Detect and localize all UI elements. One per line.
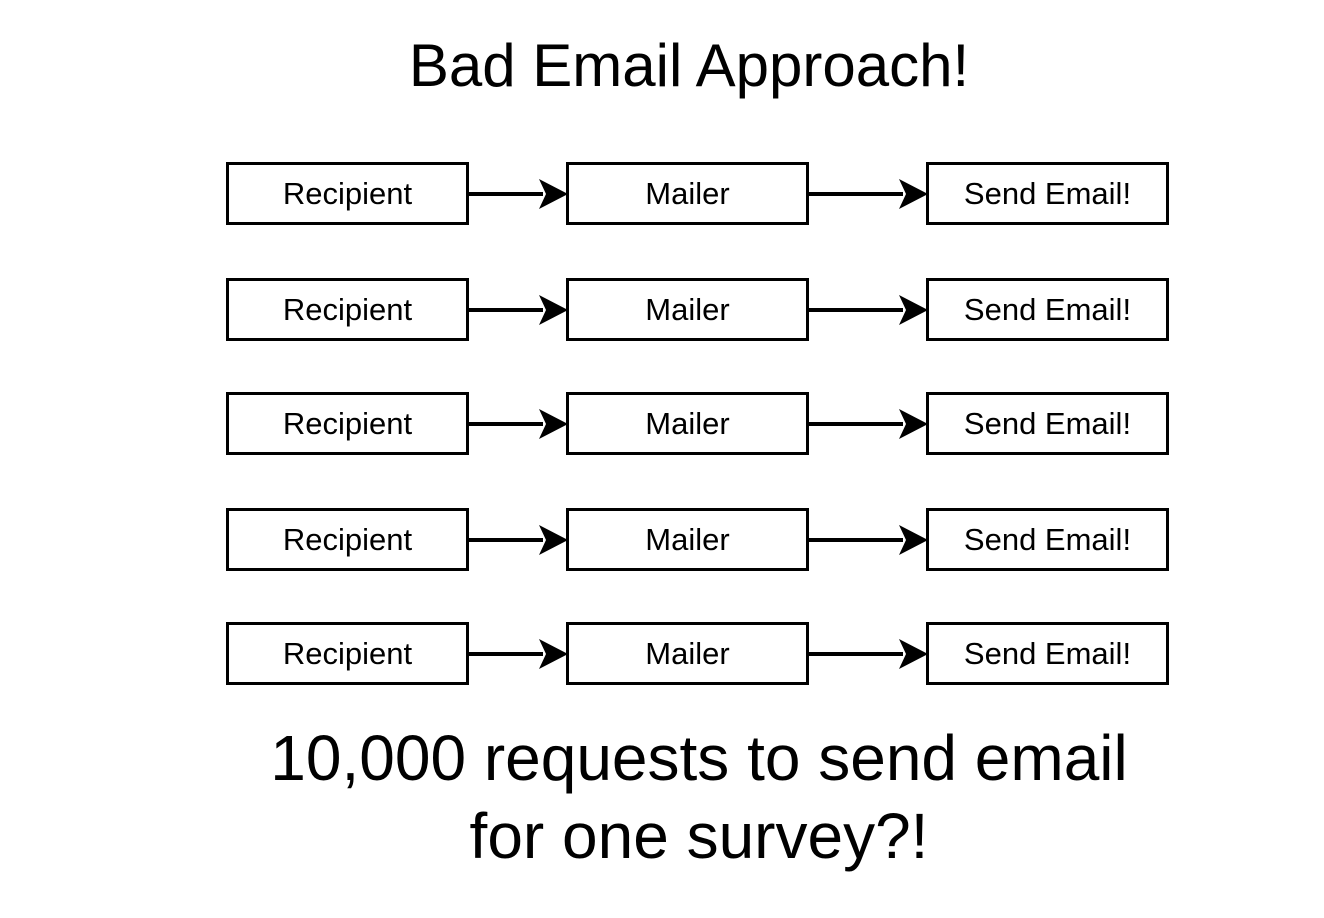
recipient-label: Recipient [282, 405, 413, 441]
recipient-label: Recipient [282, 291, 413, 327]
recipient-label: Recipient [282, 175, 413, 211]
recipient-box: Recipient [226, 392, 469, 455]
recipient-box: Recipient [226, 162, 469, 225]
arrow-recipient-to-mailer [467, 179, 568, 209]
send-email-box: Send Email! [926, 392, 1169, 455]
arrow-mailer-to-send-email [807, 409, 928, 439]
mailer-box: Mailer [566, 622, 809, 685]
mailer-box: Mailer [566, 278, 809, 341]
send-email-label: Send Email! [963, 635, 1132, 671]
mailer-box: Mailer [566, 508, 809, 571]
mailer-box: Mailer [566, 392, 809, 455]
arrow-mailer-to-send-email [807, 525, 928, 555]
footer-text-line-2: for one survey?! [469, 800, 929, 872]
flow-row: Recipient Mailer Send Email! [0, 278, 1324, 342]
arrow-recipient-to-mailer [467, 525, 568, 555]
arrow-mailer-to-send-email [807, 179, 928, 209]
arrow-mailer-to-send-email [807, 639, 928, 669]
send-email-label: Send Email! [963, 175, 1132, 211]
send-email-label: Send Email! [963, 291, 1132, 327]
send-email-label: Send Email! [963, 521, 1132, 557]
mailer-label: Mailer [645, 175, 730, 211]
arrow-recipient-to-mailer [467, 295, 568, 325]
recipient-box: Recipient [226, 622, 469, 685]
arrow-mailer-to-send-email [807, 295, 928, 325]
recipient-label: Recipient [282, 521, 413, 557]
mailer-label: Mailer [645, 291, 730, 327]
send-email-box: Send Email! [926, 508, 1169, 571]
send-email-box: Send Email! [926, 622, 1169, 685]
mailer-label: Mailer [645, 635, 730, 671]
recipient-box: Recipient [226, 508, 469, 571]
mailer-label: Mailer [645, 405, 730, 441]
recipient-label: Recipient [282, 635, 413, 671]
send-email-box: Send Email! [926, 278, 1169, 341]
mailer-label: Mailer [645, 521, 730, 557]
flow-row: Recipient Mailer Send Email! [0, 392, 1324, 456]
arrow-recipient-to-mailer [467, 639, 568, 669]
flow-row: Recipient Mailer Send Email! [0, 162, 1324, 226]
arrow-recipient-to-mailer [467, 409, 568, 439]
send-email-label: Send Email! [963, 405, 1132, 441]
diagram-title: Bad Email Approach! [408, 32, 970, 99]
mailer-box: Mailer [566, 162, 809, 225]
recipient-box: Recipient [226, 278, 469, 341]
footer-text-line-1: 10,000 requests to send email [270, 722, 1128, 794]
flow-row: Recipient Mailer Send Email! [0, 622, 1324, 686]
flow-row: Recipient Mailer Send Email! [0, 508, 1324, 572]
send-email-box: Send Email! [926, 162, 1169, 225]
